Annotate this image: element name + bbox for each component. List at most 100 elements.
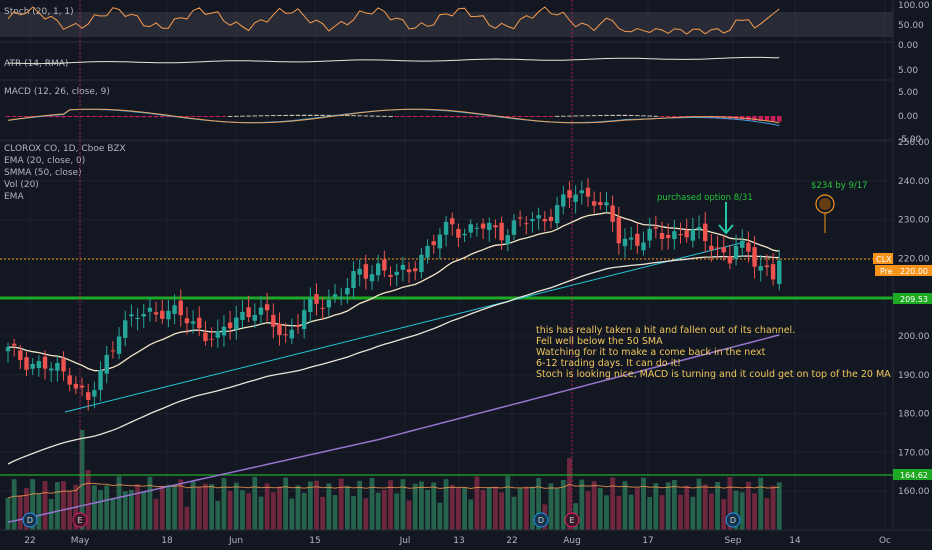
macd-bar	[135, 116, 140, 118]
macd-bar	[715, 116, 720, 119]
volume-bar	[129, 489, 134, 530]
macd-bar	[363, 115, 369, 117]
stoch-line	[7, 6, 780, 35]
dividend-marker[interactable]: D	[533, 512, 549, 528]
candle	[42, 350, 48, 380]
candle	[369, 265, 375, 291]
volume-bar	[116, 476, 122, 530]
candle	[172, 294, 177, 325]
macd-bar	[542, 116, 548, 117]
candle	[351, 261, 356, 300]
candle	[345, 278, 350, 304]
candle	[30, 358, 35, 375]
macd-bar	[79, 116, 85, 117]
volume-bar	[301, 493, 307, 530]
macd-bar	[585, 115, 591, 117]
volume-bar	[536, 478, 542, 530]
volume-bar	[159, 486, 165, 530]
macd-bar	[523, 116, 529, 117]
candle	[505, 228, 510, 252]
macd-bar	[678, 116, 683, 117]
time-tick: Jul	[399, 536, 411, 546]
macd-bar	[227, 115, 233, 117]
volume-bar	[764, 498, 770, 530]
macd-bar	[665, 116, 671, 117]
macd-bar	[295, 114, 301, 116]
volume-bar	[431, 482, 437, 530]
volume-bar	[591, 481, 597, 530]
macd-bar	[184, 116, 190, 117]
volume-bar	[499, 492, 504, 530]
volume-bar	[425, 489, 430, 530]
macd-bar	[776, 116, 782, 122]
macd-bar	[271, 115, 276, 117]
time-tick: Oc	[879, 536, 891, 546]
macd-bar	[598, 115, 603, 117]
macd-bar	[573, 115, 578, 117]
channel-trendline	[64, 241, 746, 413]
volume-bar	[696, 478, 702, 530]
macd-bar	[5, 116, 11, 117]
earnings-marker[interactable]: E	[564, 512, 580, 528]
macd-bar	[67, 116, 72, 117]
candle	[190, 310, 196, 334]
candle	[641, 231, 646, 256]
volume-bar	[752, 493, 757, 530]
candle	[376, 254, 381, 282]
volume-bar	[746, 481, 751, 530]
macd-bar	[727, 116, 733, 120]
candle	[406, 261, 412, 284]
candle	[92, 381, 97, 409]
volume-bar	[240, 490, 245, 530]
candle	[468, 219, 473, 239]
volume-bar	[721, 499, 727, 530]
candle	[123, 310, 128, 347]
earnings-marker[interactable]: E	[72, 512, 88, 528]
candle	[221, 315, 227, 347]
candle	[647, 217, 652, 248]
macd-bar	[320, 114, 325, 116]
candle	[474, 223, 480, 237]
macd-bar	[314, 114, 319, 116]
purchase-arrow	[718, 202, 734, 235]
volume-bar	[369, 477, 375, 530]
candle	[271, 303, 276, 339]
macd-bar	[406, 116, 412, 117]
volume-bar	[739, 492, 745, 530]
price-tick: 220.00	[898, 254, 930, 264]
macd-bar	[369, 115, 375, 117]
volume-bar	[659, 495, 665, 530]
macd-bar	[24, 116, 29, 117]
volume-bar	[418, 481, 424, 530]
macd-bar	[653, 115, 659, 117]
macd-bar	[122, 116, 128, 118]
macd-bar	[462, 116, 467, 118]
macd-bar	[419, 116, 424, 117]
target-annotation: $234 by 9/17	[811, 181, 868, 191]
macd-bar	[530, 116, 535, 117]
dividend-marker[interactable]: D	[725, 512, 741, 528]
macd-bar	[591, 115, 597, 117]
price-tick: 230.00	[898, 216, 930, 226]
macd-bar	[55, 116, 60, 118]
candle	[665, 223, 671, 250]
macd-bar	[252, 115, 258, 117]
macd-bar	[18, 116, 23, 117]
time-tick: 17	[642, 536, 653, 546]
volume-bar	[190, 481, 196, 530]
candle	[628, 226, 634, 250]
macd-bar	[567, 115, 572, 117]
macd-bar	[752, 116, 757, 121]
volume-bar	[264, 483, 270, 530]
dividend-marker[interactable]: D	[22, 512, 38, 528]
candle	[493, 219, 498, 239]
volume-bar	[462, 487, 467, 530]
macd-bar	[246, 115, 251, 117]
candle	[678, 222, 683, 244]
volume-bar	[394, 493, 400, 530]
macd-bar	[166, 116, 171, 118]
svg-text:D: D	[730, 516, 736, 525]
candle	[67, 367, 72, 392]
candle	[73, 376, 79, 395]
